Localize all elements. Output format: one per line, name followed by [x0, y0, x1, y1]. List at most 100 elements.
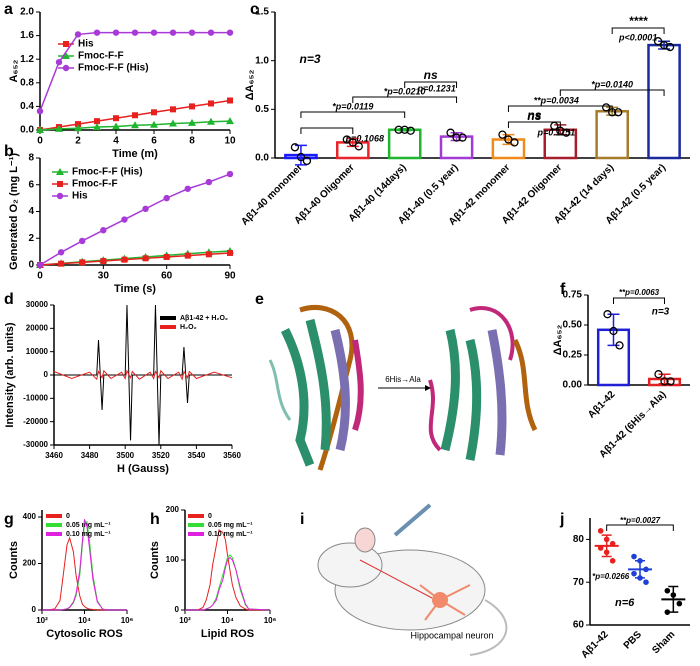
y-tick-label: 0: [28, 260, 34, 271]
neuron-dendrite: [419, 584, 471, 621]
panel-label: a: [4, 1, 13, 18]
marker: [207, 29, 215, 36]
panel-label: f: [560, 281, 566, 298]
legend-label: 0.05 mg mL⁻¹: [208, 522, 253, 529]
x-tick-label: 10⁴: [78, 616, 91, 625]
ribbon: [428, 379, 442, 452]
y-tick-label: 200: [166, 505, 180, 514]
panel-label: c: [250, 1, 259, 18]
y-tick-label: 2: [28, 233, 34, 244]
marker: [150, 120, 158, 128]
y-axis-label: ΔA₆₅₂: [244, 70, 256, 101]
legend-label: Fmoc-F-F: [72, 179, 118, 190]
y-axis-label: ΔA₆₅₂: [552, 325, 564, 356]
x-axis-label: Time (s): [114, 283, 156, 295]
annotation: p=0.1151: [537, 127, 576, 137]
y-axis-label: Intensity (arb. units): [4, 322, 16, 427]
x-tick-label: 3500: [116, 451, 134, 460]
x-tick-label: 0: [37, 271, 43, 282]
data-point: [660, 377, 669, 386]
data-point: [643, 566, 649, 573]
y-tick-label: 0.5: [255, 104, 269, 115]
x-tick-label: 6: [151, 136, 157, 147]
marker: [112, 122, 120, 130]
ribbon: [512, 338, 538, 432]
data-point: [609, 540, 616, 547]
annotation: *p=0.0266: [592, 572, 630, 581]
data-point: [631, 570, 637, 577]
mouse-ear: [354, 527, 376, 553]
y-tick-label: 20000: [26, 323, 49, 332]
series-line: [185, 554, 271, 611]
annotation: *p=0.0210: [384, 86, 426, 96]
neuron-label: Hippocampal neuron: [410, 630, 493, 640]
y-tick-label: 400: [23, 512, 37, 521]
marker: [169, 29, 177, 36]
data-point: [348, 138, 357, 147]
y-axis-label: A₆₅₂: [8, 59, 20, 82]
x-tick-label: 8: [189, 136, 195, 147]
marker: [131, 121, 139, 129]
x-tick-label: 2: [75, 136, 81, 147]
x-tick-label: 60: [161, 271, 173, 282]
data-point: [670, 592, 677, 598]
y-tick-label: 0.50: [563, 320, 583, 331]
x-tick-label: 10⁴: [221, 616, 234, 625]
series-line: [185, 529, 270, 611]
data-point: [631, 553, 637, 560]
error-bar: [607, 313, 620, 347]
marker: [169, 119, 177, 127]
y-axis-label: Generated O₂ (mg L⁻¹): [8, 153, 20, 270]
data-point: [603, 310, 612, 319]
marker: [170, 106, 176, 113]
data-point: [603, 536, 610, 543]
x-tick-label: 10: [224, 136, 236, 147]
marker: [36, 107, 44, 115]
marker: [150, 29, 158, 36]
y-tick-label: 8: [28, 153, 34, 164]
y-tick-label: 100: [166, 555, 180, 564]
y-tick-label: 10000: [26, 347, 49, 356]
x-tick-label: Sham: [650, 629, 677, 656]
panel-e-illustration: 6His→Ala: [268, 304, 538, 471]
marker: [208, 100, 214, 107]
legend-label: 0.05 mg mL⁻¹: [66, 522, 111, 529]
annotation: p<0.0001: [618, 32, 657, 42]
panel-label: d: [4, 291, 14, 308]
x-tick-label: 3480: [81, 451, 99, 460]
marker: [163, 253, 170, 260]
series-line: [42, 519, 127, 611]
marker: [226, 29, 234, 36]
data-point: [609, 326, 618, 336]
y-tick-label: 30000: [26, 300, 49, 309]
x-axis-label: H (Gauss): [117, 463, 169, 475]
legend-label: 0: [208, 513, 212, 520]
marker: [55, 58, 63, 66]
annotation: n=3: [652, 307, 670, 318]
marker: [79, 259, 86, 266]
x-tick-label: 10²: [179, 616, 191, 625]
y-tick-label: 1.2: [20, 54, 34, 65]
data-point: [458, 133, 467, 142]
y-tick-label: 60: [573, 620, 585, 631]
bar: [595, 110, 629, 160]
data-point: [615, 341, 624, 350]
y-axis-label: Counts: [149, 541, 161, 579]
marker: [93, 123, 101, 131]
x-tick-label: 3520: [152, 451, 170, 460]
series-line: [39, 252, 231, 266]
marker: [227, 249, 233, 256]
significance-bracket: [300, 111, 406, 118]
data-point: [290, 143, 300, 152]
data-point: [666, 377, 675, 386]
marker: [205, 251, 212, 258]
data-point: [354, 142, 363, 151]
marker: [121, 216, 128, 223]
marker: [57, 181, 63, 187]
marker: [189, 103, 195, 110]
y-tick-label: 0.25: [563, 350, 583, 361]
y-tick-label: -20000: [23, 417, 48, 426]
marker: [226, 117, 234, 125]
annotation: ****: [629, 14, 649, 28]
marker: [62, 52, 70, 59]
